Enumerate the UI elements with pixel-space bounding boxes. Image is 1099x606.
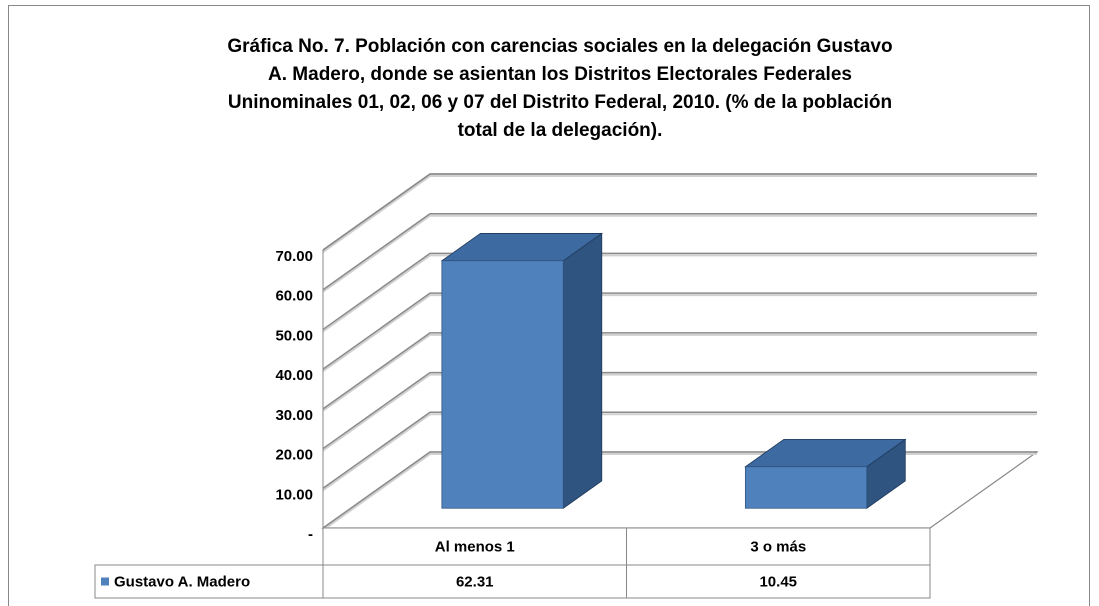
grid-line-shadow xyxy=(322,373,1037,452)
y-tick-label: 30.00 xyxy=(275,407,313,424)
grid-line xyxy=(322,411,1037,489)
grid-line-shadow xyxy=(322,294,1037,372)
x-tick-label: Al menos 1 xyxy=(435,538,515,555)
y-tick-label: 50.00 xyxy=(275,327,313,344)
y-tick-label: 60.00 xyxy=(275,288,313,305)
grid-line xyxy=(322,332,1037,410)
grid-line xyxy=(322,212,1037,291)
grid-line xyxy=(322,371,1037,450)
y-tick-label: - xyxy=(308,526,313,543)
y-tick-label: 40.00 xyxy=(275,367,313,384)
y-tick-label: 20.00 xyxy=(275,447,313,464)
bar-front xyxy=(441,260,564,509)
x-tick-label: 3 o más xyxy=(750,538,806,555)
grid-line-shadow xyxy=(322,333,1037,412)
y-tick-label: 10.00 xyxy=(275,486,313,503)
bar-side xyxy=(562,232,603,510)
table-value: 62.31 xyxy=(456,573,494,590)
chart-title: A. Madero, donde se asientan los Distrit… xyxy=(268,64,852,85)
grid-line-shadow xyxy=(322,214,1037,293)
grid-line xyxy=(322,252,1037,331)
bar xyxy=(440,232,604,510)
bar xyxy=(744,438,907,510)
y-tick-label: 70.00 xyxy=(275,248,313,265)
table-value: 10.45 xyxy=(759,573,797,590)
bar-front xyxy=(744,466,868,509)
chart-title: Uninominales 01, 02, 06 y 07 del Distrit… xyxy=(228,92,892,113)
chart-title: total de la delegación). xyxy=(458,120,663,141)
floor xyxy=(321,451,1039,529)
table-row xyxy=(94,564,931,599)
legend-swatch xyxy=(101,577,109,586)
grid-line-shadow xyxy=(322,175,1037,253)
chart-title: Gráfica No. 7. Población con carencias s… xyxy=(227,36,892,57)
grid-line-shadow xyxy=(322,413,1037,492)
grid-line-shadow xyxy=(322,254,1037,333)
legend-label: Gustavo A. Madero xyxy=(114,573,250,590)
grid-line xyxy=(322,292,1037,370)
wall-edge xyxy=(322,173,1037,251)
